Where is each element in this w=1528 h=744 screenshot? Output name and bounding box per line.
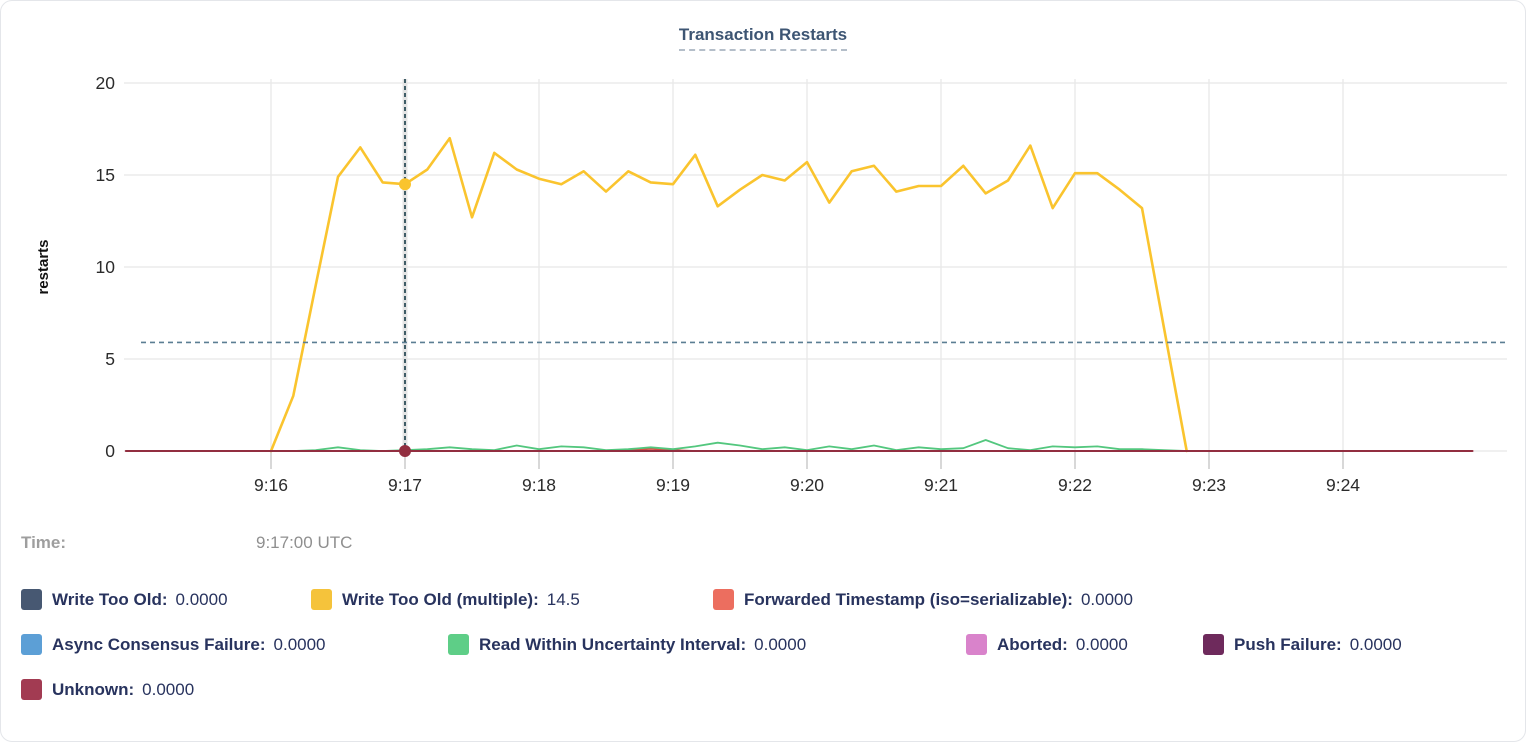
x-tick-label-9-21: 9:21 [924, 475, 958, 495]
legend-swatch-async-consensus-failure [21, 634, 42, 655]
y-tick-label-15: 15 [96, 165, 115, 185]
legend-label: Forwarded Timestamp (iso=serializable): [744, 589, 1073, 609]
legend-item-forwarded-timestamp-iso-serializable: Forwarded Timestamp (iso=serializable): 0… [713, 589, 1133, 610]
x-tick-label-9-23: 9:23 [1192, 475, 1226, 495]
hover-dot-unknown [399, 445, 411, 457]
legend-item-push-failure: Push Failure: 0.0000 [1203, 634, 1402, 655]
legend-label: Write Too Old: [52, 589, 168, 609]
legend-value: 0.0000 [142, 679, 195, 699]
legend-row-3: Unknown: 0.0000 [1, 679, 1525, 707]
chart-gridlines [124, 79, 1507, 469]
x-tick-label-9-19: 9:19 [656, 475, 690, 495]
transaction-restarts-chart[interactable]: 0 5 10 15 20 9:16 9:17 9:18 9:19 9:20 9:21 9:22 9:23… [1, 59, 1526, 507]
legend-swatch-write-too-old-multiple [311, 589, 332, 610]
time-label: Time: [21, 533, 67, 552]
legend-row-1: Write Too Old: 0.0000 Write Too Old (multi… [1, 589, 1525, 617]
legend-row-2: Async Consensus Failure: 0.0000 Read Withi… [1, 634, 1525, 662]
series-line-read-within-uncertainty-interval [270, 439, 1188, 452]
legend-label: Async Consensus Failure: [52, 634, 266, 654]
legend-label: Push Failure: [1234, 634, 1342, 654]
legend-item-read-within-uncertainty-interval: Read Within Uncertainty Interval: 0.0000 [448, 634, 806, 655]
legend-value: 0.0000 [1075, 634, 1128, 654]
chart-header: Transaction Restarts [1, 25, 1525, 51]
x-tick-label-9-22: 9:22 [1058, 475, 1092, 495]
chart-hover-crosshair [141, 79, 1507, 457]
hover-time-row: Time: 9:17:00 UTC [1, 533, 1525, 557]
legend-label: Read Within Uncertainty Interval: [479, 634, 747, 654]
legend-swatch-forwarded-timestamp-iso-serializable [713, 589, 734, 610]
y-tick-label-5: 5 [105, 349, 115, 369]
legend-value: 0.0000 [754, 634, 807, 654]
x-tick-label-9-20: 9:20 [790, 475, 824, 495]
legend-value: 0.0000 [273, 634, 326, 654]
y-tick-label-0: 0 [105, 441, 115, 461]
legend-item-unknown: Unknown: 0.0000 [21, 679, 194, 700]
x-tick-label-9-24: 9:24 [1326, 475, 1360, 495]
legend-swatch-aborted [966, 634, 987, 655]
chart-series-lines [124, 136, 1474, 453]
legend-item-aborted: Aborted: 0.0000 [966, 634, 1128, 655]
hover-dot-write-too-old-multiple [399, 178, 411, 191]
legend-value: 0.0000 [1349, 634, 1402, 654]
chart-axis-labels: 0 5 10 15 20 9:16 9:17 9:18 9:19 9:20 9:21 9:22 9:23… [35, 73, 1360, 495]
y-tick-label-20: 20 [96, 73, 116, 93]
y-tick-label-10: 10 [96, 257, 116, 277]
y-axis-title: restarts [35, 239, 52, 294]
legend-item-write-too-old: Write Too Old: 0.0000 [21, 589, 228, 610]
legend-value: 0.0000 [1080, 589, 1133, 609]
series-line-write-too-old-multiple [269, 136, 1188, 453]
legend-swatch-push-failure [1203, 634, 1224, 655]
legend-item-async-consensus-failure: Async Consensus Failure: 0.0000 [21, 634, 326, 655]
legend-item-write-too-old-multiple: Write Too Old (multiple): 14.5 [311, 589, 580, 610]
legend-label: Aborted: [997, 634, 1068, 654]
legend-value: 0.0000 [175, 589, 228, 609]
legend-value: 14.5 [546, 589, 580, 609]
legend-label: Unknown: [52, 679, 135, 699]
x-tick-label-9-16: 9:16 [254, 475, 288, 495]
legend-swatch-write-too-old [21, 589, 42, 610]
legend-swatch-unknown [21, 679, 42, 700]
x-tick-label-9-18: 9:18 [522, 475, 556, 495]
time-value: 9:17:00 UTC [256, 533, 353, 552]
legend-label: Write Too Old (multiple): [342, 589, 539, 609]
x-tick-label-9-17: 9:17 [388, 475, 422, 495]
legend-swatch-read-within-uncertainty-interval [448, 634, 469, 655]
chart-title[interactable]: Transaction Restarts [678, 25, 848, 51]
